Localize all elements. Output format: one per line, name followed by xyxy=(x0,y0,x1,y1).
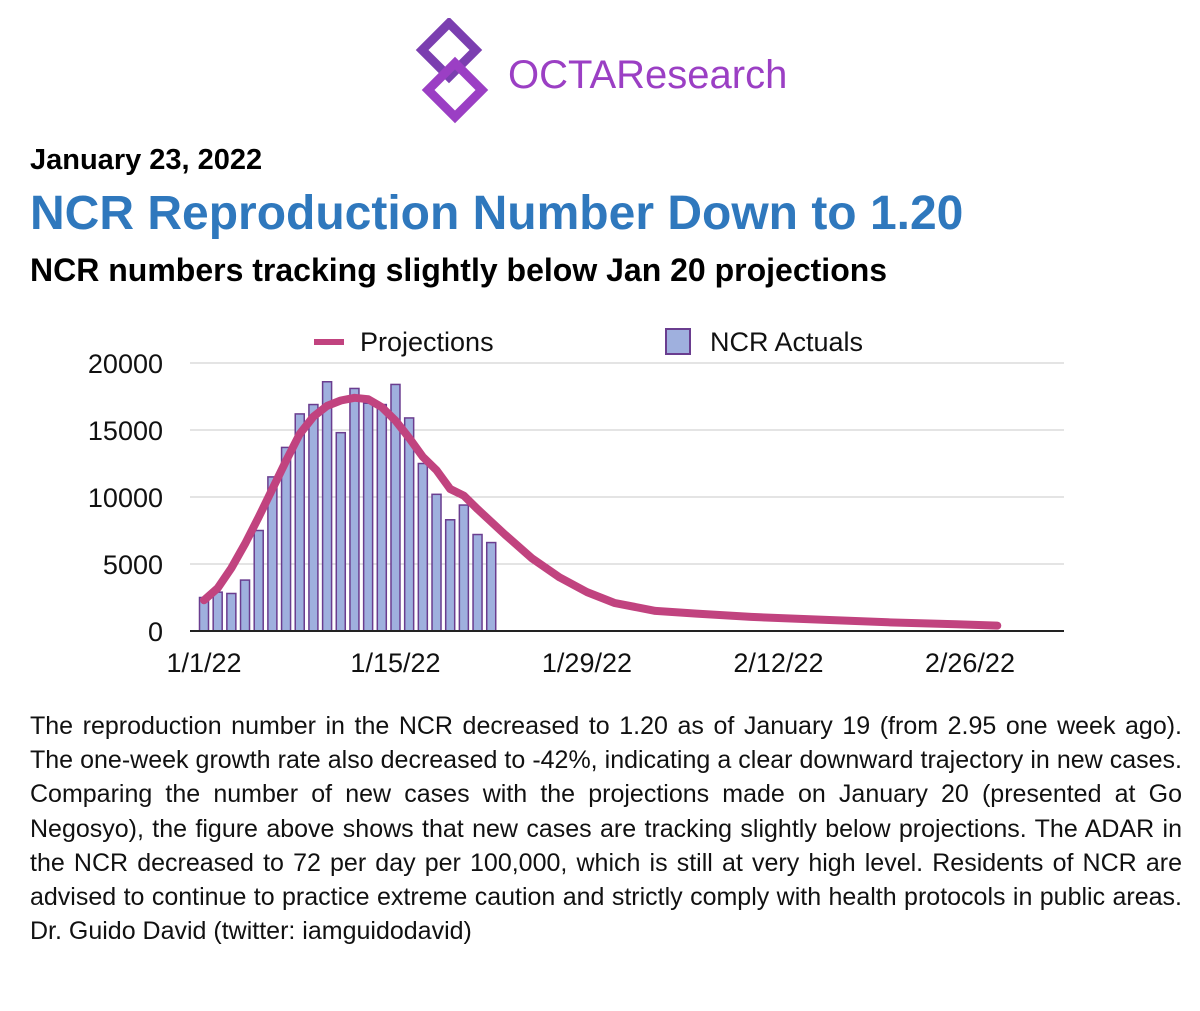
projections-line xyxy=(200,393,1002,630)
y-tick-label: 5000 xyxy=(103,550,163,580)
description-paragraph: The reproduction number in the NCR decre… xyxy=(30,712,1182,946)
bar-ncr-actuals xyxy=(485,541,497,632)
x-tick-label: 1/1/22 xyxy=(166,648,241,678)
bar-ncr-actuals xyxy=(458,504,470,632)
y-tick-label: 10000 xyxy=(88,483,163,513)
legend-projections-label: Projections xyxy=(360,327,494,357)
bar-ncr-actuals xyxy=(431,493,442,632)
x-tick-label: 2/12/22 xyxy=(733,648,823,678)
bar-ncr-actuals xyxy=(321,381,333,632)
brand-name: OCTAResearch xyxy=(508,53,787,97)
legend-ncr-actuals-label: NCR Actuals xyxy=(710,327,863,357)
bar-ncr-actuals xyxy=(308,403,319,632)
bar-ncr-actuals xyxy=(417,462,429,632)
x-tick-label: 2/26/22 xyxy=(925,648,1015,678)
bar-ncr-actuals xyxy=(226,592,237,632)
ncr-cases-chart: 0 5000 10000 15000 20000 1/1/22 1/15/22 1/29/2… xyxy=(88,327,1064,678)
x-axis-ticks: 1/1/22 1/15/22 1/29/22 2/12/22 2/26/22 xyxy=(166,648,1015,678)
bar-ncr-actuals xyxy=(253,529,264,632)
bar-ncr-actuals xyxy=(335,431,347,632)
bar-ncr-actuals xyxy=(239,579,251,632)
bar-ncr-actuals xyxy=(444,519,456,632)
octagon-mark-icon xyxy=(415,18,489,124)
bar-ncr-actuals xyxy=(376,403,388,632)
y-tick-label: 0 xyxy=(148,617,163,647)
y-axis-ticks: 0 5000 10000 15000 20000 xyxy=(88,349,163,647)
page-title: NCR Reproduction Number Down to 1.20 xyxy=(30,187,964,240)
bar-ncr-actuals xyxy=(403,417,415,632)
grid-lines xyxy=(190,362,1064,565)
y-tick-label: 15000 xyxy=(88,416,163,446)
octaresearch-logo: OCTAResearch xyxy=(415,18,787,124)
legend: Projections NCR Actuals xyxy=(314,327,863,357)
bar-ncr-actuals xyxy=(472,533,483,632)
x-tick-label: 1/29/22 xyxy=(542,648,632,678)
bar-ncr-actuals xyxy=(212,591,223,632)
legend-ncr-actuals-swatch xyxy=(665,328,691,355)
y-tick-label: 20000 xyxy=(88,349,163,379)
page-subtitle: NCR numbers tracking slightly below Jan … xyxy=(30,252,888,288)
report-date: January 23, 2022 xyxy=(30,144,263,176)
bar-ncr-actuals xyxy=(349,387,360,632)
x-tick-label: 1/15/22 xyxy=(350,648,440,678)
ncr-actuals-bars xyxy=(198,381,497,632)
bar-ncr-actuals xyxy=(362,402,374,632)
